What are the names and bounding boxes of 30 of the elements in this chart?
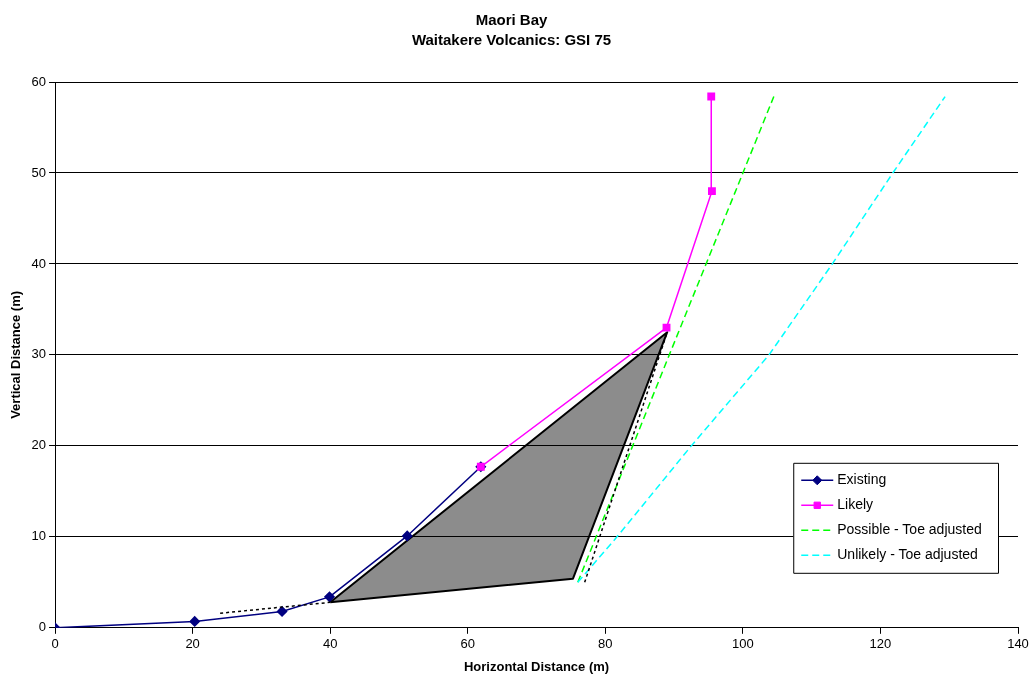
point (401, 530, 413, 542)
x-tick-label: 120 (869, 636, 892, 652)
point (707, 92, 716, 101)
point (324, 591, 335, 603)
legend-label: Unlikely - Toe adjusted (837, 546, 978, 563)
legend-label: Likely (837, 496, 874, 513)
x-tick-label: 60 (460, 636, 475, 652)
point (662, 323, 671, 332)
legend-label: Possible - Toe adjusted (837, 521, 982, 538)
point (189, 616, 200, 627)
x-tick-label: 80 (598, 636, 613, 652)
x-tick-label: 100 (732, 636, 754, 652)
y-axis-title: Vertical Distance (m) (8, 290, 24, 419)
y-tick-label: 40 (31, 255, 47, 271)
point (276, 606, 288, 617)
x-tick-label: 20 (185, 636, 200, 652)
x-tick-label: 0 (51, 636, 59, 652)
x-tick-label: 140 (1007, 636, 1029, 652)
point (707, 187, 716, 196)
chart-subtitle: Waitakere Volcanics: GSI 75 (411, 31, 612, 49)
chart-title: Maori Bay (475, 11, 548, 29)
y-tick-label: 0 (38, 619, 47, 635)
y-tick-label: 50 (31, 164, 47, 180)
x-axis-title: Horizontal Distance (m) (463, 658, 610, 674)
y-tick-label: 60 (31, 73, 47, 89)
y-tick-label: 20 (31, 437, 47, 453)
y-tick-label: 10 (31, 528, 47, 544)
x-tick-label: 40 (322, 636, 338, 652)
y-tick-label: 30 (31, 346, 47, 362)
legend-label: Existing (837, 471, 887, 488)
